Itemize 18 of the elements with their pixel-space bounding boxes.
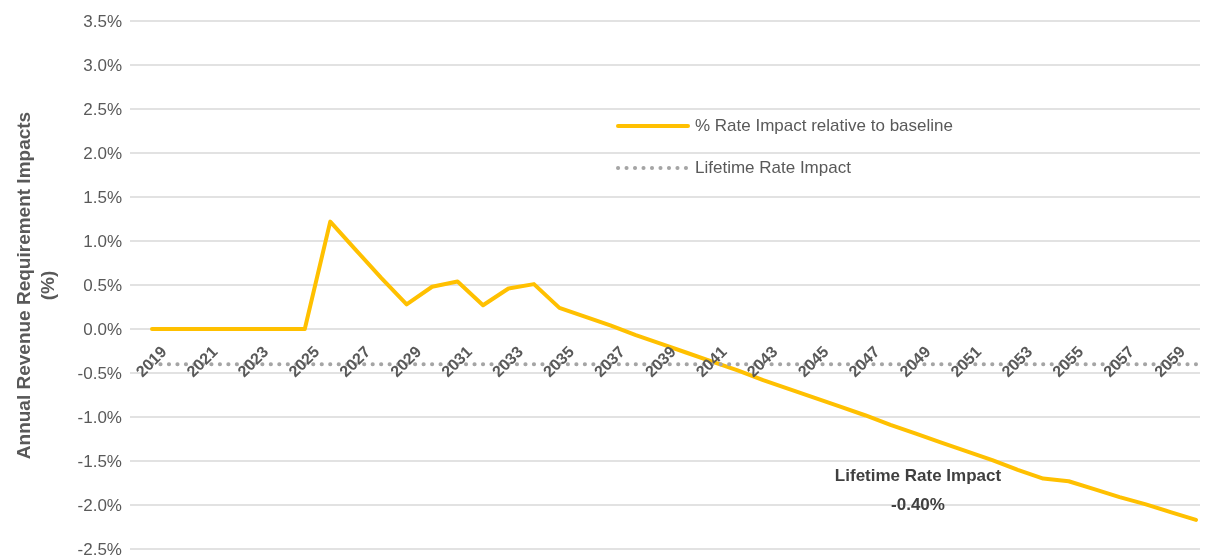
annotation: -0.40% xyxy=(890,495,946,515)
y-axis-title: Annual Revenue Requirement Impacts (%) xyxy=(13,111,58,460)
y-tick-label: 1.5% xyxy=(83,188,122,208)
y-tick-label: -1.0% xyxy=(77,408,122,428)
y-tick-label: 3.5% xyxy=(83,12,122,32)
legend-label: % Rate Impact relative to baseline xyxy=(695,116,953,136)
y-tick-label: -2.5% xyxy=(77,540,122,560)
y-tick-label: -2.0% xyxy=(77,496,122,516)
legend-label: Lifetime Rate Impact xyxy=(695,158,851,178)
y-tick-label: 1.0% xyxy=(83,232,122,252)
y-tick-label: -1.5% xyxy=(77,452,122,472)
y-tick-label: 0.5% xyxy=(83,276,122,296)
y-tick-label: 2.5% xyxy=(83,100,122,120)
y-tick-label: 0.0% xyxy=(83,320,122,340)
y-tick-label: -0.5% xyxy=(77,364,122,384)
annotation: Lifetime Rate Impact xyxy=(833,466,1003,486)
y-tick-label: 3.0% xyxy=(83,56,122,76)
y-tick-label: 2.0% xyxy=(83,144,122,164)
